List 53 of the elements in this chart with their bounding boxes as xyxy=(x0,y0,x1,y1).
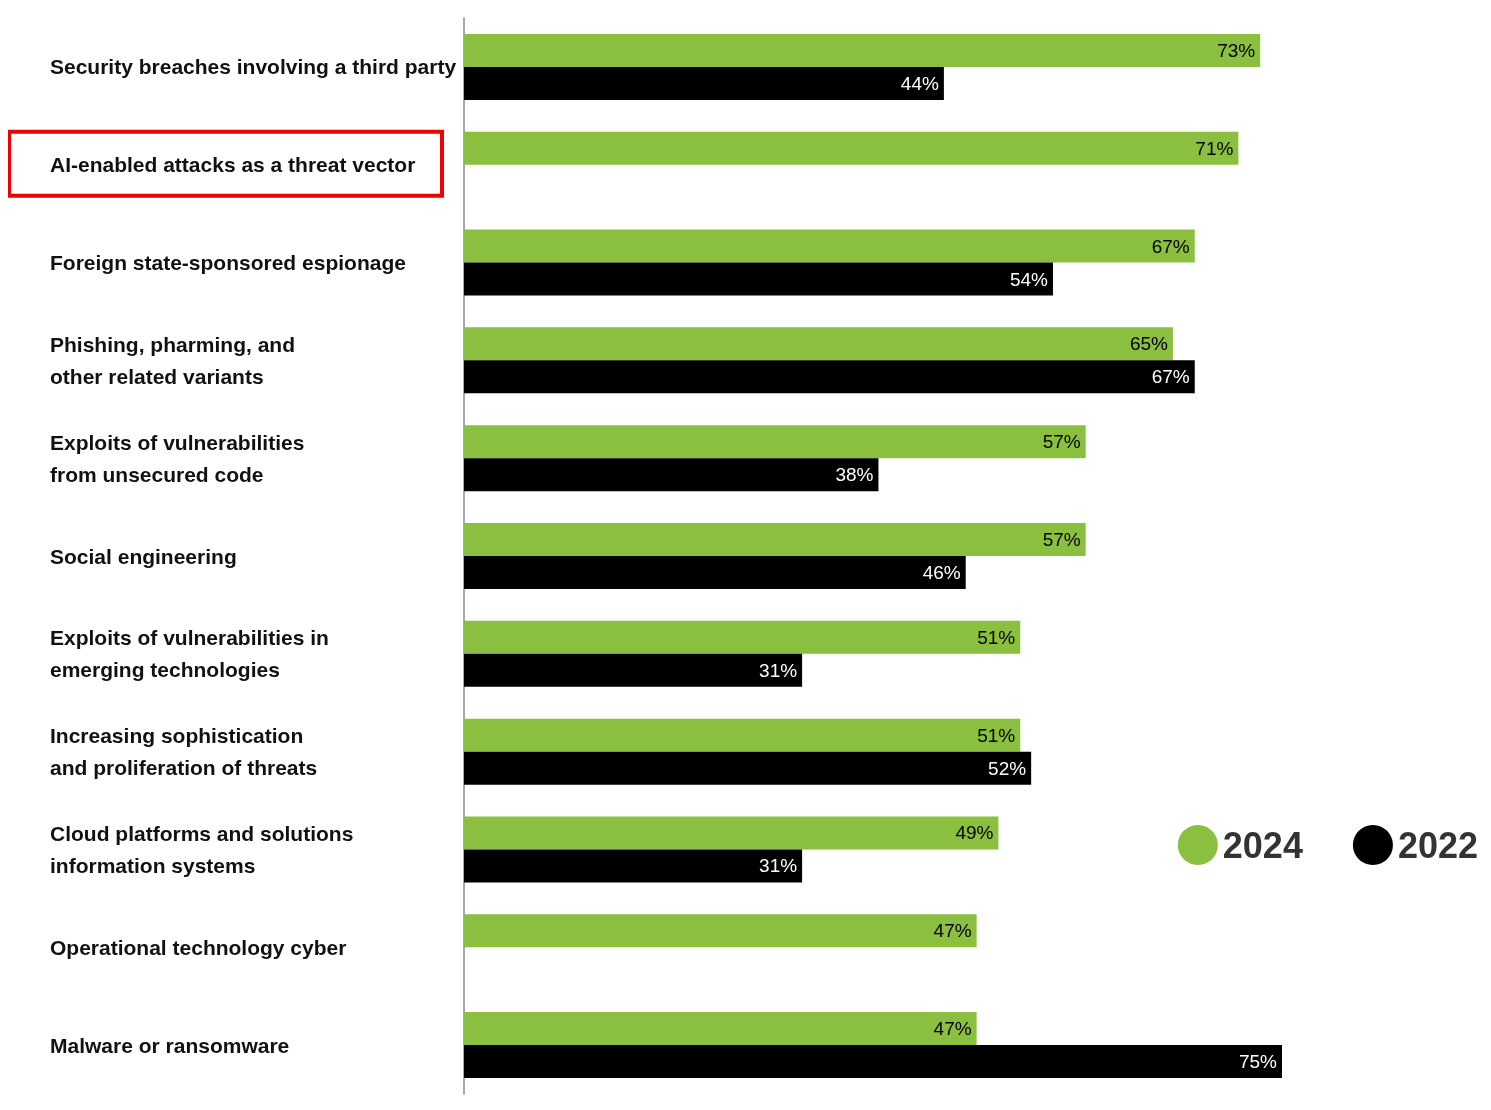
legend-label: 2022 xyxy=(1397,824,1479,866)
bar xyxy=(464,33,1261,67)
data-label: 38% xyxy=(835,464,874,486)
data-label: 52% xyxy=(988,757,1027,779)
bar xyxy=(464,131,1239,165)
bar xyxy=(464,262,1053,296)
bar xyxy=(464,360,1195,394)
y-tick-label: Phishing, pharming, and other related variants xyxy=(50,332,296,388)
data-label: 51% xyxy=(977,626,1016,648)
data-label: 51% xyxy=(977,724,1016,746)
data-label: 75% xyxy=(1238,1051,1278,1073)
bar xyxy=(464,620,1021,654)
bar xyxy=(464,653,803,687)
bar xyxy=(464,914,977,948)
data-label: 54% xyxy=(1009,268,1049,290)
bar xyxy=(464,1012,977,1046)
y-tick-label: Operational technology cyber xyxy=(50,935,347,959)
bar xyxy=(464,1045,1282,1079)
bar xyxy=(464,556,966,589)
y-tick-label: Social engineering xyxy=(50,544,237,568)
bar xyxy=(464,327,1173,361)
y-tick-label: Increasing sophistication and proliferation of threats xyxy=(50,724,318,780)
data-label: 31% xyxy=(759,855,798,877)
data-label: 73% xyxy=(1217,39,1256,61)
bar xyxy=(464,425,1086,459)
bar xyxy=(464,718,1021,752)
y-tick-label: AI-enabled attacks as a threat vector xyxy=(50,153,416,177)
bar xyxy=(464,849,803,883)
data-label: 71% xyxy=(1195,137,1234,159)
y-tick-label: Foreign state-sponsored espionage xyxy=(50,251,406,275)
bar xyxy=(464,751,1032,785)
data-label: 57% xyxy=(1042,529,1081,550)
data-label: 67% xyxy=(1151,366,1190,388)
data-label: 31% xyxy=(759,659,798,681)
bar xyxy=(464,523,1086,556)
data-label: 65% xyxy=(1129,333,1169,355)
legend-label: 2024 xyxy=(1222,824,1303,866)
data-label: 47% xyxy=(933,920,972,942)
y-tick-label: Malware or ransomware xyxy=(50,1033,290,1057)
data-label: 67% xyxy=(1151,235,1190,257)
data-label: 57% xyxy=(1042,431,1081,453)
data-label: 47% xyxy=(933,1018,972,1040)
y-tick-label: Cloud platforms and solutions information systems xyxy=(50,821,354,877)
data-label: 49% xyxy=(955,822,994,844)
y-tick-label: Security breaches involving a third party xyxy=(50,55,457,79)
bar xyxy=(464,229,1195,263)
y-tick-label: Exploits of vulnerabilities in emerging technologies xyxy=(50,626,329,682)
data-label: 46% xyxy=(922,562,961,583)
y-tick-label: Exploits of vulnerabilities from unsecured code xyxy=(50,430,305,486)
data-label: 44% xyxy=(900,72,939,94)
bar xyxy=(464,816,999,850)
bar xyxy=(464,458,879,492)
bar xyxy=(464,66,944,100)
